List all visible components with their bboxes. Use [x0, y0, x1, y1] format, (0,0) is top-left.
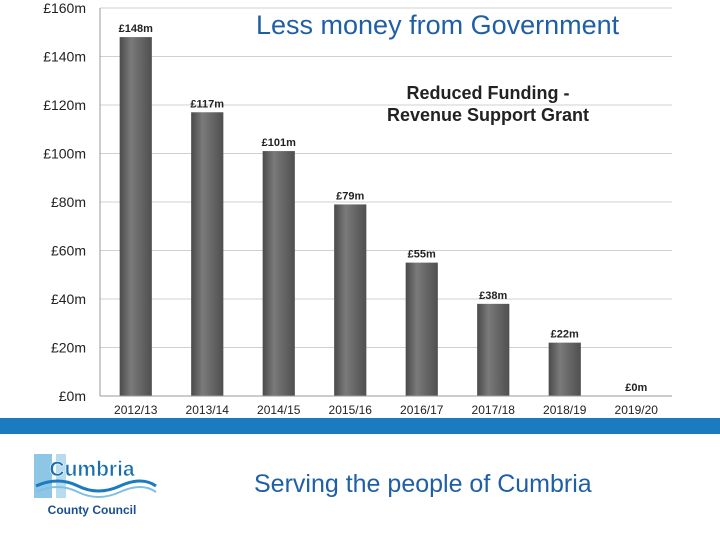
data-label: £22m: [551, 329, 579, 341]
bar-chart: £148m £117m £101m £79m £55m £38m £22m £0m £0m £2…: [43, 0, 672, 417]
bar-2017-18: [477, 303, 510, 396]
y-tick-label: £60m: [51, 243, 86, 259]
y-tick-label: £100m: [43, 146, 86, 162]
bar-2012-13: [119, 37, 152, 396]
cumbria-county-council-logo: Cumbria County Council: [28, 446, 162, 524]
logo-graphic: Cumbria County Council: [34, 454, 157, 517]
y-tick-label: £40m: [51, 291, 86, 307]
footer-tagline: Serving the people of Cumbria: [254, 470, 592, 498]
x-tick-label: 2016/17: [400, 403, 444, 417]
bar-2014-15: [262, 151, 295, 396]
bar-2013-14: [191, 112, 224, 397]
chart-area: £148m £117m £101m £79m £55m £38m £22m £0m £0m £2…: [43, 0, 672, 417]
bar-2016-17: [405, 262, 438, 396]
x-tick-label: 2015/16: [329, 403, 373, 417]
data-label: £148m: [119, 23, 153, 35]
x-tick-label: 2018/19: [543, 403, 587, 417]
y-tick-label: £20m: [51, 340, 86, 356]
x-tick-label: 2019/20: [615, 403, 659, 417]
slide-heading: Less money from Government: [256, 10, 620, 41]
data-label: £117m: [190, 98, 224, 110]
y-tick-label: £160m: [43, 0, 86, 16]
x-tick-label: 2012/13: [114, 403, 158, 417]
chart-title-line-1: Reduced Funding -: [406, 83, 570, 103]
footer-band: [0, 418, 720, 434]
y-tick-label: £140m: [43, 49, 86, 65]
y-tick-label: £80m: [51, 194, 86, 210]
logo-name-line-2: County Council: [48, 503, 137, 517]
logo-name-line-1: Cumbria: [49, 458, 135, 481]
y-tick-label: £0m: [59, 388, 86, 404]
x-tick-label: 2017/18: [472, 403, 516, 417]
data-label: £38m: [479, 290, 507, 302]
bar-2018-19: [548, 342, 581, 396]
x-tick-label: 2013/14: [186, 403, 230, 417]
y-tick-label: £120m: [43, 97, 86, 113]
data-label: £101m: [262, 137, 296, 149]
bar-2015-16: [334, 204, 367, 396]
chart-title: Reduced Funding - Revenue Support Grant: [360, 82, 616, 126]
data-label: £55m: [408, 249, 436, 261]
chart-title-line-2: Revenue Support Grant: [386, 105, 590, 125]
data-label: £79m: [336, 190, 364, 202]
x-tick-label: 2014/15: [257, 403, 301, 417]
data-label: £0m: [625, 382, 647, 394]
